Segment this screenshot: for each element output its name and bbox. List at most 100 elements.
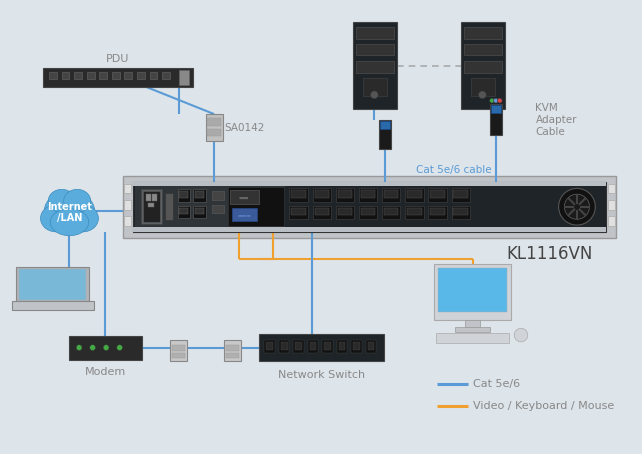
Bar [279,340,290,353]
Bar [265,340,275,353]
Bar [430,207,445,215]
Bar [465,320,480,327]
Bar [291,190,306,198]
Bar [226,353,239,358]
Bar [461,22,505,109]
Bar [152,194,157,201]
Circle shape [478,91,486,99]
Bar [338,190,352,198]
Bar [87,72,94,79]
Bar [313,188,331,202]
Ellipse shape [40,205,71,232]
Bar [453,190,468,198]
Bar [430,190,445,198]
Bar [148,203,154,207]
Bar [193,206,205,218]
Circle shape [117,345,123,350]
Ellipse shape [67,205,98,232]
Ellipse shape [64,189,91,212]
Bar [353,342,360,350]
Bar [69,336,142,360]
Ellipse shape [44,191,94,230]
Bar [19,270,86,301]
Bar [382,206,401,219]
Ellipse shape [50,209,89,236]
Bar [266,342,273,350]
Ellipse shape [48,189,75,212]
Bar [146,194,150,201]
Bar [193,189,205,202]
Bar [135,187,284,227]
Bar [125,72,132,79]
Bar [428,188,447,202]
Text: KL1116VN: KL1116VN [507,245,593,263]
Bar [455,327,490,332]
Circle shape [494,98,498,103]
Bar [162,72,169,79]
Bar [224,340,241,361]
Bar [438,267,507,312]
Bar [608,217,614,226]
Bar [315,190,329,198]
Bar [490,104,501,135]
Bar [405,188,424,202]
Bar [338,342,345,350]
Bar [228,188,284,226]
Bar [178,189,190,202]
Bar [384,207,399,215]
Bar [407,190,422,198]
Bar [451,188,470,202]
Circle shape [514,328,528,342]
Bar [125,183,131,193]
Bar [141,189,162,224]
Bar [133,227,606,232]
Bar [293,340,304,353]
Bar [226,345,239,351]
Bar [407,207,422,215]
Circle shape [103,345,109,350]
Bar [17,266,89,303]
Bar [363,79,387,96]
Bar [213,191,224,200]
Bar [123,176,616,237]
Bar [359,188,377,202]
Bar [379,120,391,149]
Bar [384,190,399,198]
Bar [471,79,495,96]
Bar [608,183,614,193]
Bar [353,22,397,109]
Bar [207,128,221,136]
Bar [125,217,131,226]
Bar [322,340,333,353]
Bar [165,193,173,220]
Bar [428,206,447,219]
Bar [169,340,187,361]
Bar [309,342,317,350]
Text: Network Switch: Network Switch [278,370,365,380]
Bar [291,207,306,215]
Bar [608,200,614,210]
Bar [44,68,193,87]
Bar [491,105,501,113]
Bar [382,188,401,202]
Bar [464,61,501,73]
Bar [171,353,186,358]
Text: KVM
Adapter
Cable: KVM Adapter Cable [535,104,577,137]
Bar [62,72,69,79]
Text: Modem: Modem [85,367,126,377]
Text: ▬▬: ▬▬ [239,196,249,201]
Bar [366,340,376,353]
Bar [49,72,57,79]
Bar [281,342,288,350]
Bar [213,205,224,213]
Bar [434,264,511,320]
Bar [464,27,501,39]
Bar [150,72,157,79]
Bar [230,190,259,204]
Bar [356,27,394,39]
Text: Cat 5e/6: Cat 5e/6 [473,379,520,389]
Bar [207,118,221,126]
Bar [143,191,160,222]
Bar [290,188,308,202]
Bar [313,206,331,219]
